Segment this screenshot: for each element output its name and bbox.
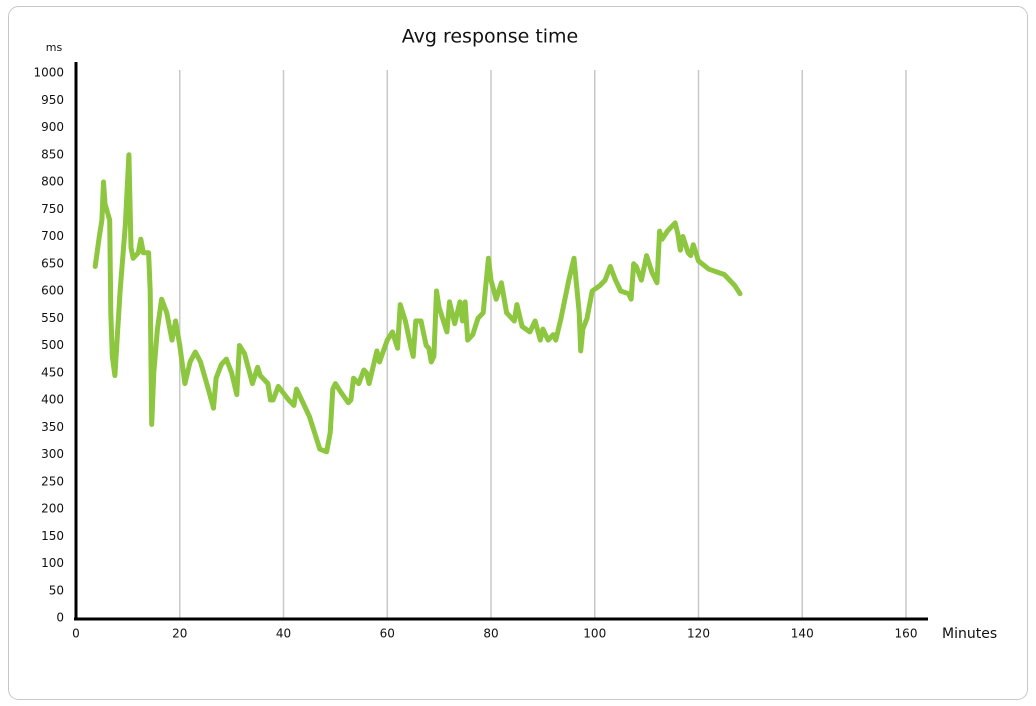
y-tick-label: 300 bbox=[41, 447, 64, 461]
y-tick-label: 250 bbox=[41, 474, 64, 488]
y-tick-label: 200 bbox=[41, 502, 64, 516]
x-tick-label: 60 bbox=[380, 627, 395, 641]
y-tick-label: 1000 bbox=[33, 66, 64, 80]
x-axis-label: Minutes bbox=[942, 626, 997, 642]
y-axis-label: ms bbox=[46, 41, 63, 54]
y-tick-label: 50 bbox=[49, 583, 64, 597]
x-tick-label: 40 bbox=[276, 627, 291, 641]
x-tick-label: 20 bbox=[172, 627, 187, 641]
y-tick-label: 150 bbox=[41, 529, 64, 543]
data-line bbox=[92, 152, 743, 455]
chart-title: Avg response time bbox=[402, 26, 579, 48]
y-tick-label: 400 bbox=[41, 393, 64, 407]
y-tick-label: 950 bbox=[41, 93, 64, 107]
card bbox=[8, 6, 1028, 700]
x-tick-label: 160 bbox=[895, 627, 918, 641]
x-tick-label: 80 bbox=[483, 627, 498, 641]
y-tick-label: 350 bbox=[41, 420, 64, 434]
y-tick-label: 700 bbox=[41, 229, 64, 243]
grid bbox=[75, 70, 907, 618]
x-tick-label: 0 bbox=[72, 627, 80, 641]
y-tick-label: 900 bbox=[41, 120, 64, 134]
y-tick-label: 550 bbox=[41, 311, 64, 325]
y-tick-label: 450 bbox=[41, 365, 64, 379]
y-tick-label: 100 bbox=[41, 556, 64, 570]
x-tick-label: 100 bbox=[583, 627, 606, 641]
x-tick-label: 140 bbox=[791, 627, 814, 641]
y-tick-label: 500 bbox=[41, 338, 64, 352]
y-tick-label: 800 bbox=[41, 175, 64, 189]
y-tick-label: 850 bbox=[41, 147, 64, 161]
x-tick-label: 120 bbox=[687, 627, 710, 641]
y-tick-label: 750 bbox=[41, 202, 64, 216]
y-tick-label: 600 bbox=[41, 284, 64, 298]
y-tick-label: 650 bbox=[41, 256, 64, 270]
y-tick-label: 0 bbox=[56, 611, 64, 625]
